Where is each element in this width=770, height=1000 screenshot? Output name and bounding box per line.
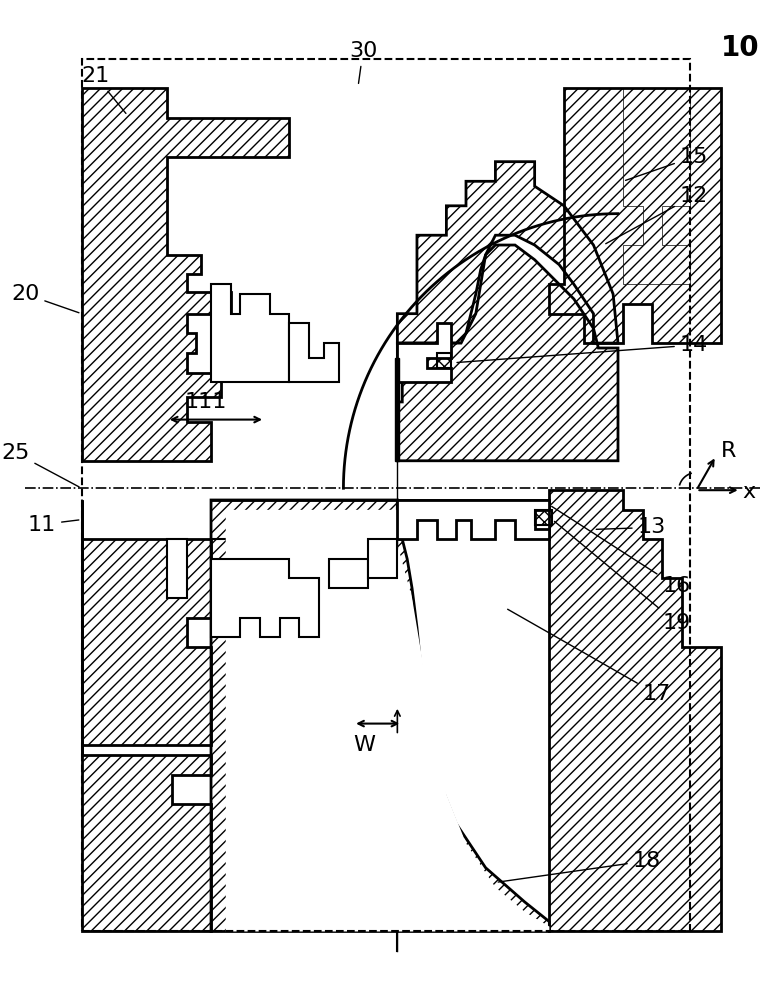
Polygon shape <box>397 162 618 343</box>
Polygon shape <box>226 510 549 931</box>
Text: 111: 111 <box>185 392 227 412</box>
Polygon shape <box>211 500 549 931</box>
Text: 16: 16 <box>551 506 691 596</box>
Bar <box>368 539 397 578</box>
Text: 30: 30 <box>349 41 377 83</box>
Text: 11: 11 <box>28 515 79 535</box>
Polygon shape <box>437 353 451 368</box>
Polygon shape <box>549 490 721 931</box>
Bar <box>82 59 690 931</box>
Polygon shape <box>623 88 690 284</box>
Text: R: R <box>721 441 736 461</box>
Text: 14: 14 <box>457 335 708 363</box>
Polygon shape <box>395 358 400 461</box>
Polygon shape <box>82 500 211 931</box>
Text: W: W <box>353 735 375 755</box>
Text: 21: 21 <box>82 66 126 113</box>
Polygon shape <box>397 500 549 539</box>
Polygon shape <box>534 510 552 525</box>
Text: 12: 12 <box>606 186 708 244</box>
Text: 15: 15 <box>625 147 708 180</box>
Text: 20: 20 <box>11 284 79 313</box>
Text: 19: 19 <box>554 521 691 633</box>
Polygon shape <box>397 323 451 382</box>
Text: 17: 17 <box>507 609 671 704</box>
Text: 10: 10 <box>721 34 759 62</box>
Text: 25: 25 <box>2 443 79 487</box>
Polygon shape <box>211 284 290 382</box>
Text: x: x <box>742 482 755 502</box>
Polygon shape <box>82 88 290 461</box>
Polygon shape <box>82 539 211 745</box>
Polygon shape <box>167 539 186 598</box>
Polygon shape <box>211 559 319 637</box>
Polygon shape <box>549 88 721 343</box>
Polygon shape <box>290 323 339 382</box>
Text: 13: 13 <box>596 517 666 537</box>
Text: 18: 18 <box>498 851 661 882</box>
Bar <box>329 559 368 588</box>
Polygon shape <box>397 245 618 461</box>
